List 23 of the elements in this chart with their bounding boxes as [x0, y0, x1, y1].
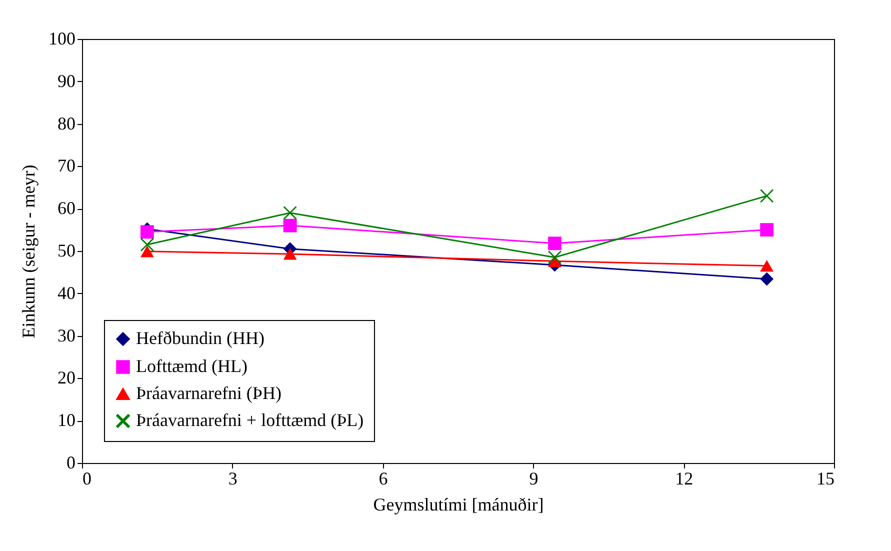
y-tick-label: 40	[58, 282, 76, 303]
x-tick-label: 9	[529, 468, 538, 488]
y-axis-title: Einkunn (seigur - meyr)	[18, 164, 38, 338]
y-tick-label: 0	[66, 452, 76, 472]
y-tick-label: 60	[58, 198, 76, 218]
x-tick-label: 3	[228, 468, 238, 488]
legend-label: Hefðbundin (HH)	[136, 328, 264, 348]
x-tick-label: 0	[82, 468, 92, 488]
x-tick-label: 12	[675, 468, 694, 488]
y-tick-label: 30	[58, 325, 76, 346]
x-tick-label: 6	[378, 468, 388, 488]
y-tick-label: 20	[58, 368, 76, 388]
legend-label: Lofttæmd (HL)	[136, 356, 248, 376]
y-tick-label: 100	[48, 28, 76, 48]
x-tick-label: 15	[816, 468, 834, 488]
y-tick-label: 70	[58, 156, 76, 176]
y-tick-label: 50	[58, 240, 76, 260]
legend-label: Þráavarnarefni (ÞH)	[136, 383, 282, 403]
y-tick-label: 90	[58, 70, 76, 91]
legend-label: Þráavarnarefni + lofttæmd (ÞL)	[136, 410, 364, 430]
y-tick-label: 80	[58, 113, 76, 134]
x-axis-title: Geymslutími [mánuðir]	[373, 494, 544, 514]
y-tick-label: 10	[58, 410, 76, 430]
